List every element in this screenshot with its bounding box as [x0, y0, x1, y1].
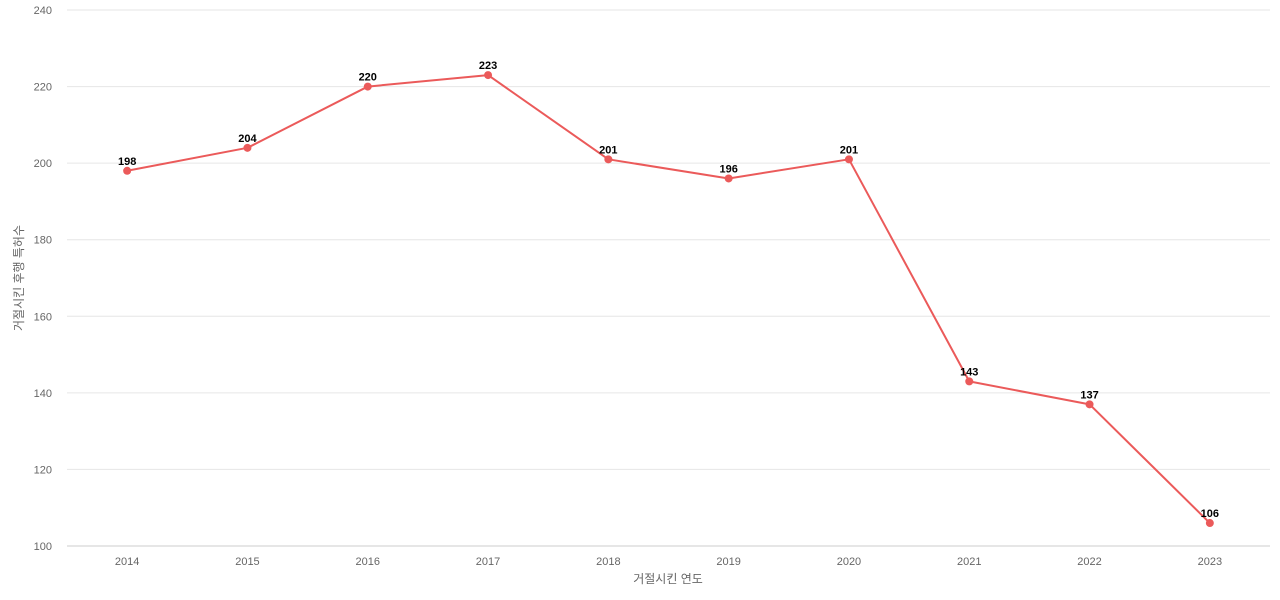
x-tick-label: 2021 — [957, 556, 981, 568]
y-tick-label: 120 — [34, 464, 52, 476]
data-point[interactable] — [363, 82, 372, 91]
x-tick-label: 2018 — [596, 556, 620, 568]
x-tick-label: 2019 — [716, 556, 740, 568]
y-tick-label: 220 — [34, 82, 52, 94]
data-point[interactable] — [724, 174, 733, 183]
x-tick-labels: 2014 2015 2016 2017 2018 2019 2020 2021 2022 2023 — [115, 556, 1222, 568]
y-tick-label: 180 — [34, 235, 52, 247]
data-label: 220 — [359, 72, 377, 84]
series-layer — [123, 71, 1214, 528]
x-tick-label: 2017 — [476, 556, 500, 568]
x-tick-label: 2023 — [1198, 556, 1222, 568]
data-label: 143 — [960, 366, 978, 378]
data-point[interactable] — [123, 166, 132, 175]
data-point[interactable] — [243, 143, 252, 152]
y-tick-label: 200 — [34, 158, 52, 170]
y-tick-label: 100 — [34, 541, 52, 553]
y-tick-label: 240 — [34, 5, 52, 17]
x-tick-label: 2015 — [235, 556, 259, 568]
y-tick-labels: 100 120 140 160 180 200 220 240 — [34, 5, 52, 553]
x-tick-label: 2014 — [115, 556, 139, 568]
data-label: 201 — [840, 144, 858, 156]
series-line — [126, 74, 1211, 524]
data-point[interactable] — [1205, 519, 1214, 528]
x-tick-label: 2022 — [1077, 556, 1101, 568]
data-label: 223 — [479, 60, 497, 72]
data-label: 204 — [238, 133, 257, 145]
data-label: 196 — [719, 163, 737, 175]
data-label: 137 — [1080, 389, 1098, 401]
y-axis-title: 거절시킨 후행 특허수 — [11, 225, 26, 331]
data-label: 198 — [118, 156, 136, 168]
x-tick-label: 2016 — [356, 556, 380, 568]
grid-lines — [67, 9, 1270, 547]
data-point[interactable] — [484, 71, 493, 80]
data-labels: 198 204 220 223 201 196 201 143 137 106 — [118, 60, 1219, 520]
data-label: 201 — [599, 144, 617, 156]
data-point[interactable] — [604, 155, 613, 164]
data-label: 106 — [1201, 508, 1219, 520]
y-tick-label: 140 — [34, 388, 52, 400]
data-point[interactable] — [844, 155, 853, 164]
data-point[interactable] — [965, 377, 974, 386]
y-tick-label: 160 — [34, 311, 52, 323]
x-axis-title: 거절시킨 연도 — [633, 572, 703, 586]
data-point[interactable] — [1085, 400, 1094, 409]
x-tick-label: 2020 — [837, 556, 861, 568]
